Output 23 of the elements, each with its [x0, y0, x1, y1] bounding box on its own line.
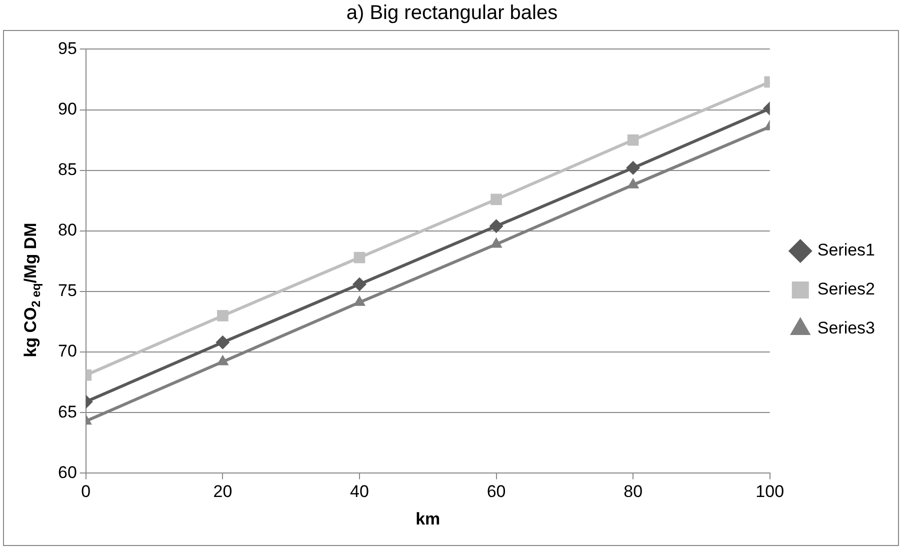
legend-label: Series3 — [817, 318, 875, 338]
y-tick-label: 65 — [58, 402, 77, 422]
x-tick-label: 80 — [624, 482, 643, 502]
legend-label: Series2 — [817, 280, 875, 299]
x-tick-label: 100 — [756, 482, 784, 502]
y-tick-label: 80 — [58, 220, 77, 240]
point — [489, 219, 504, 234]
x-axis-title: km — [416, 509, 440, 528]
y-tick-label: 70 — [58, 342, 77, 361]
y-tick-label: 95 — [58, 38, 77, 58]
point — [354, 252, 366, 264]
x-tick-label: 20 — [213, 482, 232, 502]
point — [352, 277, 366, 292]
x-tick-label: 40 — [350, 482, 369, 502]
y-tick-label: 90 — [58, 99, 77, 118]
y-tick-label: 85 — [58, 160, 77, 180]
x-tick-label: 0 — [81, 482, 91, 502]
y-tick-label: 60 — [58, 462, 77, 482]
y-tick-label: 75 — [58, 281, 77, 300]
legend-label: Series1 — [817, 240, 875, 260]
chart-title: a) Big rectangular bales — [345, 2, 559, 25]
point — [490, 194, 502, 206]
x-tick-label: 60 — [486, 482, 506, 502]
